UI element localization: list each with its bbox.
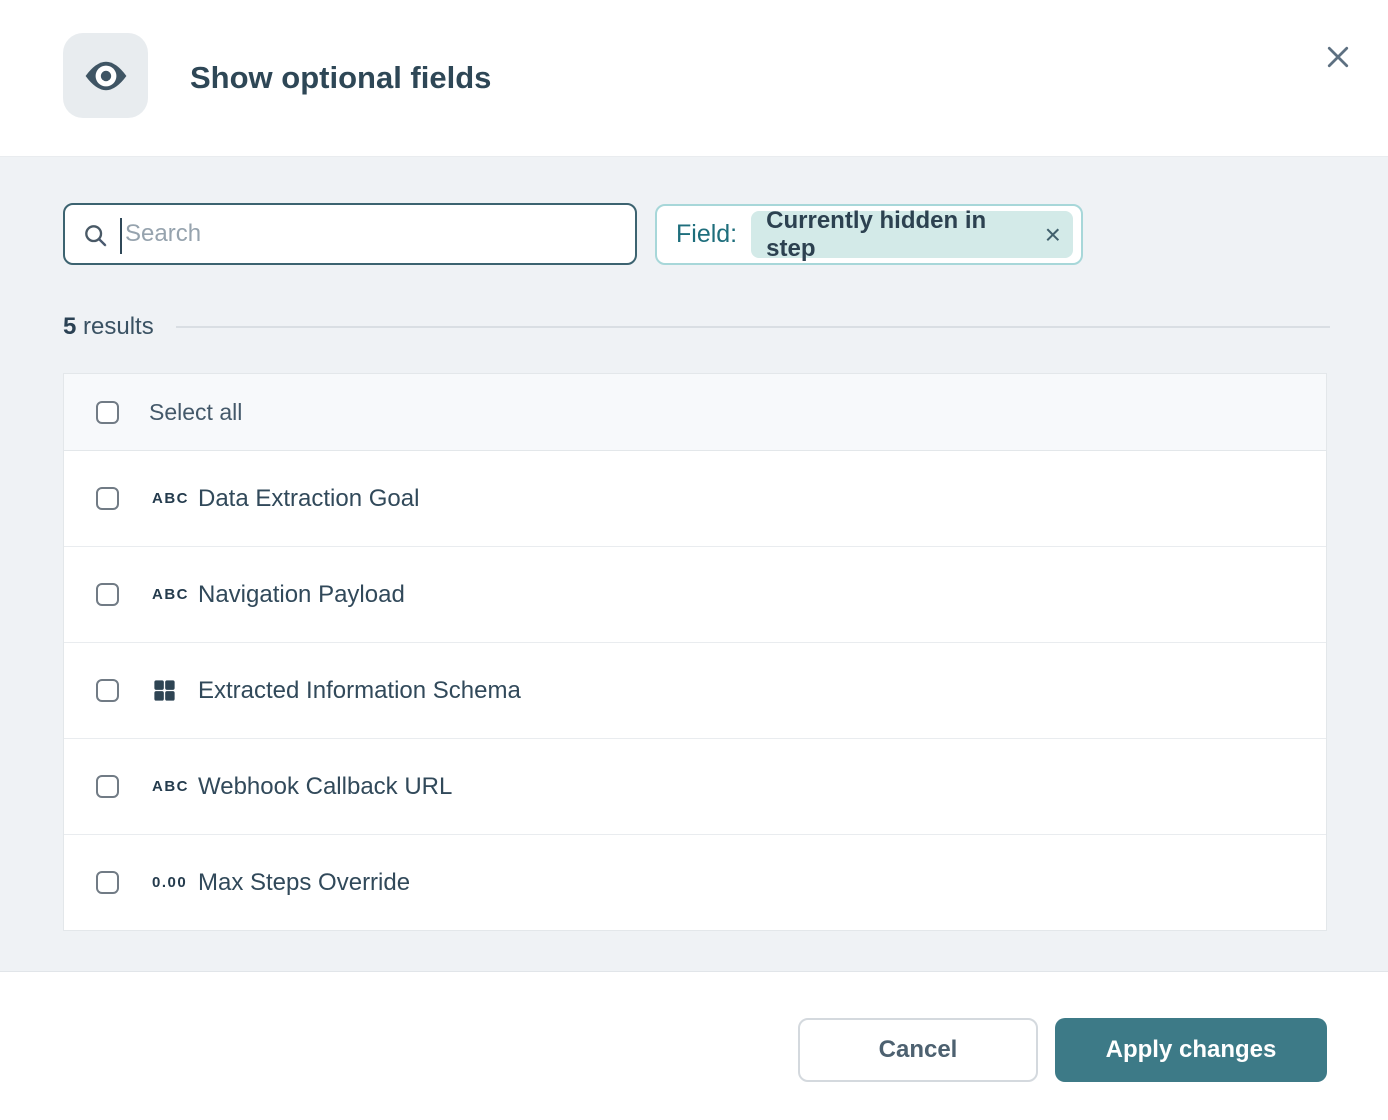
close-icon: [1327, 46, 1349, 68]
filter-chip-label: Currently hidden in step: [766, 206, 987, 262]
remove-filter-icon[interactable]: ×: [1044, 218, 1061, 250]
field-checkbox[interactable]: [96, 871, 119, 894]
select-all-row[interactable]: Select all: [64, 374, 1326, 451]
select-all-label: Select all: [149, 398, 243, 425]
field-checkbox[interactable]: [96, 679, 119, 702]
field-type-slot: ABC: [149, 586, 198, 603]
modal-title: Show optional fields: [190, 60, 492, 95]
field-type-label: ABC: [152, 778, 189, 795]
field-label: Webhook Callback URL: [198, 772, 453, 800]
field-type-label: 0.00: [152, 874, 188, 891]
field-type-slot: ABC: [149, 490, 198, 507]
field-label: Extracted Information Schema: [198, 676, 521, 704]
search-input-wrapper: [63, 203, 637, 265]
fields-list: Select all ABC Data Extraction Goal ABC: [63, 373, 1327, 931]
field-label: Navigation Payload: [198, 580, 405, 608]
field-type-slot: [149, 677, 198, 704]
field-label: Max Steps Override: [198, 868, 411, 896]
close-button[interactable]: [1314, 33, 1362, 81]
modal-header: Show optional fields: [0, 0, 1388, 157]
field-row[interactable]: ABC Navigation Payload: [64, 547, 1326, 643]
field-row[interactable]: 0.00 Max Steps Override: [64, 835, 1326, 930]
results-row: 5 results: [63, 313, 1330, 341]
results-divider: [175, 326, 1330, 328]
field-type-slot: 0.00: [149, 874, 198, 891]
field-label: Data Extraction Goal: [198, 484, 420, 512]
eye-icon: [63, 33, 148, 118]
field-checkbox[interactable]: [96, 487, 119, 510]
results-count: 5 results: [63, 313, 154, 340]
select-all-checkbox[interactable]: [96, 400, 119, 424]
field-type-label: ABC: [152, 586, 189, 603]
filter-chip[interactable]: Currently hidden in step ×: [751, 207, 1073, 262]
modal-footer: Cancel Apply changes: [0, 971, 1388, 1120]
filter-label: Field:: [676, 220, 738, 248]
search-input[interactable]: [65, 205, 635, 263]
field-row[interactable]: Extracted Information Schema: [64, 643, 1326, 739]
field-checkbox[interactable]: [96, 775, 119, 798]
cancel-button[interactable]: Cancel: [798, 1018, 1038, 1082]
field-type-slot: ABC: [149, 778, 198, 795]
schema-grid-icon: [154, 680, 175, 701]
field-row[interactable]: ABC Data Extraction Goal: [64, 451, 1326, 547]
field-filter: Field: Currently hidden in step ×: [655, 204, 1083, 265]
field-row[interactable]: ABC Webhook Callback URL: [64, 739, 1326, 835]
field-type-label: ABC: [152, 490, 189, 507]
field-checkbox[interactable]: [96, 583, 119, 606]
apply-changes-button[interactable]: Apply changes: [1055, 1018, 1327, 1082]
